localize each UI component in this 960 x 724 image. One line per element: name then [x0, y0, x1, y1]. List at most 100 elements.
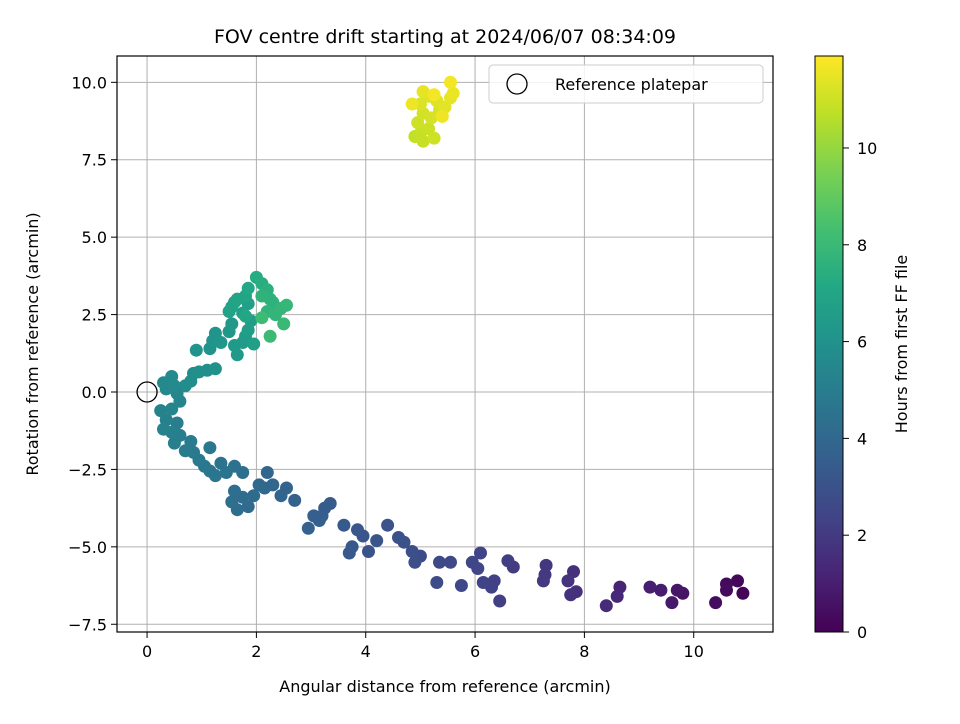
scatter-point: [255, 311, 269, 325]
scatter-point: [225, 495, 239, 509]
scatter-point: [381, 518, 395, 532]
scatter-point: [564, 588, 578, 602]
scatter-point: [189, 343, 203, 357]
scatter-point: [736, 586, 750, 600]
colorbar-tick-label: 4: [857, 429, 867, 448]
scatter-point: [208, 362, 222, 376]
scatter-point: [501, 554, 515, 568]
scatter-point: [454, 579, 468, 592]
scatter-point: [610, 589, 624, 603]
scatter-point: [337, 518, 351, 532]
y-tick-label: 0.0: [82, 383, 107, 402]
y-tick-label: −5.0: [68, 538, 107, 557]
scatter-point: [416, 85, 430, 99]
scatter-point: [167, 436, 181, 450]
scatter-point: [670, 583, 684, 597]
scatter-point: [427, 88, 441, 102]
scatter-point: [252, 478, 266, 492]
scatter-point: [351, 523, 364, 537]
scatter-point: [165, 402, 179, 416]
x-tick-label: 4: [361, 642, 371, 661]
scatter-point: [493, 594, 507, 608]
scatter-point: [239, 309, 252, 323]
colorbar-tick-label: 2: [857, 526, 867, 545]
scatter-point: [277, 317, 291, 331]
chart-title: FOV centre drift starting at 2024/06/07 …: [214, 26, 676, 48]
x-tick-label: 2: [251, 642, 261, 661]
y-axis-label: Rotation from reference (arcmin): [23, 212, 42, 475]
y-axis-ticks: −7.5 −5.0 −2.5 0.0 2.5 5.0 7.5 10.0: [68, 73, 117, 634]
colorbar-tick-label: 10: [857, 139, 877, 158]
scatter-point: [203, 441, 217, 455]
scatter-point: [731, 574, 744, 588]
scatter-point: [405, 545, 419, 558]
colorbar-tick-label: 6: [857, 333, 867, 352]
scatter-point: [709, 596, 723, 610]
scatter-point: [392, 531, 405, 544]
scatter-point: [446, 86, 460, 100]
legend-box: [488, 64, 764, 104]
scatter-point: [424, 111, 438, 125]
colorbar-tick-label: 8: [857, 236, 867, 255]
y-tick-label: 5.0: [82, 228, 107, 247]
scatter-point: [465, 555, 479, 569]
scatter-point: [165, 370, 179, 383]
scatter-point: [654, 583, 668, 597]
scatter-point: [474, 546, 487, 560]
scatter-point: [405, 97, 419, 111]
scatter-point: [342, 546, 356, 560]
scatter-point: [430, 576, 444, 589]
scatter-points: [154, 75, 750, 613]
reference-marker-group: [136, 381, 158, 403]
x-tick-label: 10: [684, 642, 704, 661]
colorbar-tick-label: 0: [857, 623, 867, 642]
y-tick-label: 10.0: [71, 73, 107, 92]
x-tick-label: 6: [470, 642, 480, 661]
scatter-point: [561, 574, 575, 588]
scatter-point: [416, 134, 430, 148]
scatter-point: [599, 599, 613, 613]
scatter-point: [435, 109, 449, 123]
scatter-point: [476, 576, 490, 589]
scatter-point: [665, 596, 679, 610]
reference-platepar-marker: [136, 381, 158, 403]
scatter-point: [307, 509, 321, 523]
scatter-point: [241, 281, 255, 295]
scatter-point: [214, 456, 228, 470]
scatter-point: [720, 583, 733, 597]
legend-marker-icon: [506, 73, 528, 95]
scatter-point: [263, 329, 277, 343]
legend: Reference platepar: [488, 64, 764, 104]
scatter-point: [370, 534, 384, 548]
scatter-point: [157, 422, 170, 436]
scatter-point: [255, 289, 269, 303]
colorbar-ticks: 0 2 4 6 8 10: [843, 139, 877, 642]
scatter-point: [214, 336, 228, 349]
scatter-point: [536, 574, 550, 588]
scatter-point: [260, 466, 274, 479]
colorbar: [814, 55, 844, 633]
scatter-point: [427, 131, 441, 145]
scatter-point: [444, 75, 457, 89]
scatter-point: [178, 444, 192, 458]
x-axis-ticks: 0 2 4 6 8 10: [142, 632, 704, 661]
scatter-point: [247, 337, 261, 351]
x-axis-label: Angular distance from reference (arcmin): [279, 677, 610, 696]
y-tick-label: −7.5: [68, 615, 107, 634]
legend-entry-label: Reference platepar: [555, 75, 708, 94]
scatter-point: [225, 317, 239, 331]
y-tick-label: −2.5: [68, 460, 107, 479]
scatter-point: [247, 489, 261, 503]
plot-frame: [116, 55, 774, 633]
scatter-point: [301, 521, 315, 535]
scatter-point: [288, 493, 302, 507]
x-tick-label: 0: [142, 642, 152, 661]
scatter-point: [362, 545, 375, 558]
scatter-point: [444, 555, 457, 569]
scatter-point: [433, 555, 446, 569]
scatter-point: [408, 555, 422, 569]
x-tick-label: 8: [579, 642, 589, 661]
y-tick-label: 2.5: [82, 306, 107, 325]
colorbar-label: Hours from first FF file: [892, 255, 911, 434]
scatter-point: [154, 404, 168, 418]
